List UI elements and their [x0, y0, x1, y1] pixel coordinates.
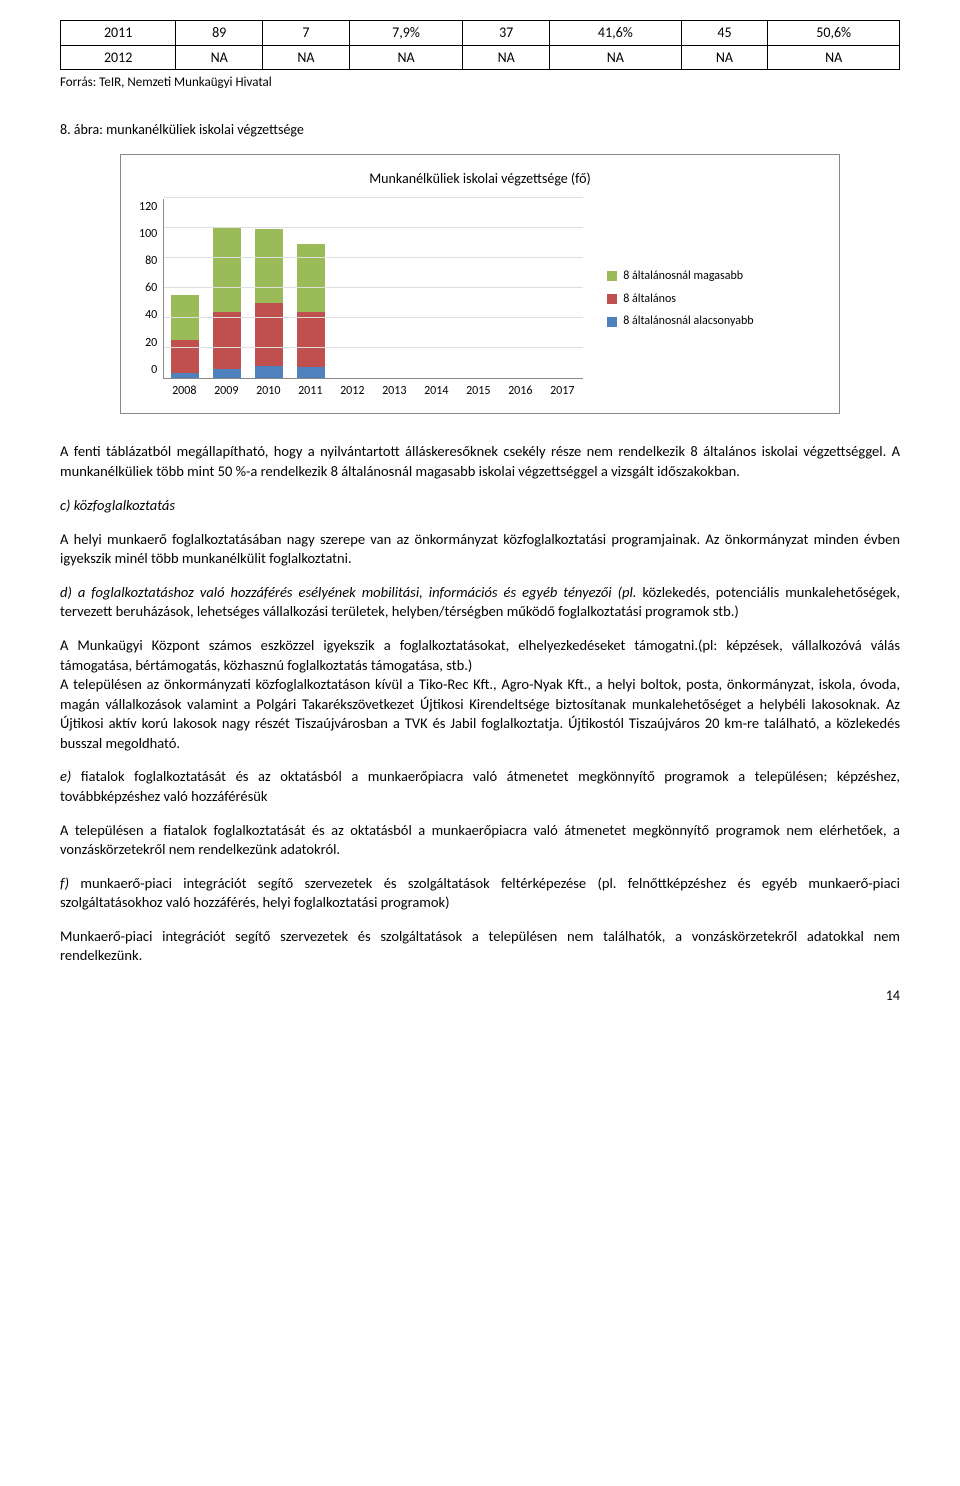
paragraph: A fenti táblázatból megállapítható, hogy…: [60, 442, 900, 481]
legend-item: 8 általánosnál alacsonyabb: [607, 313, 753, 330]
bar-seg-low: [171, 373, 199, 378]
bar-seg-high: [255, 229, 283, 303]
x-tick: 2017: [541, 383, 583, 400]
bar-seg-low: [213, 369, 241, 378]
x-axis: 2008200920102011201220132014201520162017: [163, 383, 583, 400]
y-tick: 100: [139, 226, 157, 243]
y-tick: 0: [151, 362, 157, 379]
bar-slot: [290, 244, 332, 378]
bar-seg-low: [297, 367, 325, 378]
bars-container: [164, 199, 583, 378]
bar-seg-high: [297, 244, 325, 312]
cell: 7: [263, 21, 350, 46]
section-heading-d: d) a foglalkoztatáshoz való hozzáférés e…: [60, 583, 900, 622]
heading-rest: fiatalok foglalkoztatását és az oktatásb…: [60, 767, 900, 805]
bar-stack: [213, 228, 241, 378]
figure-caption: 8. ábra: munkanélküliek iskolai végzetts…: [60, 120, 900, 140]
paragraph: A településen az önkormányzati közfoglal…: [60, 675, 900, 753]
heading-lead: f): [60, 874, 69, 892]
x-tick: 2015: [457, 383, 499, 400]
cell: 45: [681, 21, 768, 46]
x-tick: 2011: [289, 383, 331, 400]
paragraph: A helyi munkaerő foglalkoztatásában nagy…: [60, 530, 900, 569]
bar-stack: [255, 229, 283, 378]
y-tick: 40: [145, 307, 157, 324]
plot-area: [163, 199, 583, 379]
cell: 2011: [61, 21, 176, 46]
bar-slot: [248, 229, 290, 378]
heading-lead: e): [60, 767, 71, 785]
bar-slot: [206, 228, 248, 378]
cell: 2012: [61, 45, 176, 70]
y-axis: 120 100 80 60 40 20 0: [139, 199, 163, 379]
cell: NA: [550, 45, 682, 70]
legend-label: 8 általánosnál magasabb: [623, 268, 743, 285]
bar-seg-mid: [297, 312, 325, 368]
section-heading-e: e) fiatalok foglalkoztatását és az oktat…: [60, 767, 900, 806]
y-tick: 80: [145, 253, 157, 270]
cell: NA: [176, 45, 263, 70]
cell: NA: [768, 45, 900, 70]
x-tick: 2014: [415, 383, 457, 400]
x-tick: 2013: [373, 383, 415, 400]
chart-title: Munkanélküliek iskolai végzettsége (fő): [139, 169, 821, 189]
table-source: Forrás: TeIR, Nemzeti Munkaügyi Hivatal: [60, 74, 900, 92]
y-tick: 60: [145, 280, 157, 297]
legend-label: 8 általános: [623, 291, 676, 308]
legend-label: 8 általánosnál alacsonyabb: [623, 313, 753, 330]
cell: 7,9%: [349, 21, 463, 46]
section-heading-f: f) munkaerő-piaci integrációt segítő sze…: [60, 874, 900, 913]
x-tick: 2008: [163, 383, 205, 400]
y-tick: 120: [139, 199, 157, 216]
x-tick: 2016: [499, 383, 541, 400]
bar-seg-high: [213, 228, 241, 312]
cell: NA: [263, 45, 350, 70]
bar-seg-low: [255, 366, 283, 378]
legend-item: 8 általános: [607, 291, 753, 308]
table-row: 2011 89 7 7,9% 37 41,6% 45 50,6%: [61, 21, 900, 46]
legend-swatch: [607, 317, 617, 327]
bar-seg-mid: [171, 340, 199, 373]
cell: NA: [463, 45, 550, 70]
bar-seg-high: [171, 295, 199, 340]
x-tick: 2012: [331, 383, 373, 400]
page-number: 14: [60, 986, 900, 1006]
bar-seg-mid: [255, 303, 283, 366]
paragraph: A településen a fiatalok foglalkoztatásá…: [60, 821, 900, 860]
bar-seg-mid: [213, 312, 241, 369]
paragraph: A Munkaügyi Központ számos eszközzel igy…: [60, 636, 900, 675]
legend-swatch: [607, 271, 617, 281]
data-table: 2011 89 7 7,9% 37 41,6% 45 50,6% 2012 NA…: [60, 20, 900, 70]
cell: 41,6%: [550, 21, 682, 46]
bar-slot: [164, 295, 206, 378]
cell: NA: [349, 45, 463, 70]
chart-container: Munkanélküliek iskolai végzettsége (fő) …: [120, 154, 840, 414]
x-tick: 2010: [247, 383, 289, 400]
table-row: 2012 NA NA NA NA NA NA NA: [61, 45, 900, 70]
heading-rest: munkaerő-piaci integrációt segítő szerve…: [60, 874, 900, 912]
cell: 50,6%: [768, 21, 900, 46]
x-tick: 2009: [205, 383, 247, 400]
legend-swatch: [607, 294, 617, 304]
bar-stack: [171, 295, 199, 378]
heading-lead: d) a foglalkoztatáshoz való hozzáférés e…: [60, 583, 636, 601]
y-tick: 20: [145, 335, 157, 352]
paragraph: Munkaerő-piaci integrációt segítő szerve…: [60, 927, 900, 966]
cell: NA: [681, 45, 768, 70]
chart-legend: 8 általánosnál magasabb 8 általános 8 ál…: [607, 262, 753, 336]
bar-stack: [297, 244, 325, 378]
section-heading-c: c) közfoglalkoztatás: [60, 495, 900, 515]
cell: 89: [176, 21, 263, 46]
cell: 37: [463, 21, 550, 46]
legend-item: 8 általánosnál magasabb: [607, 268, 753, 285]
